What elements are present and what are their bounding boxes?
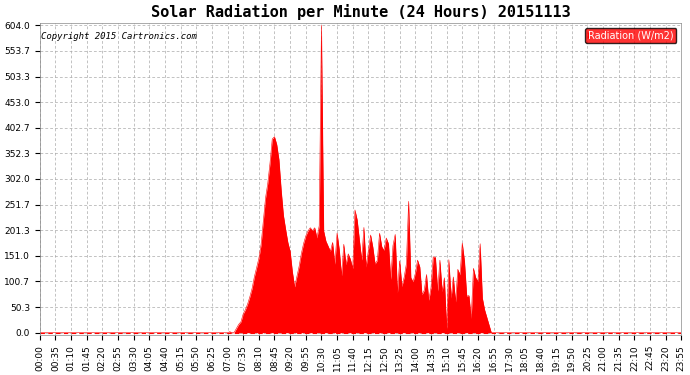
Legend: Radiation (W/m2): Radiation (W/m2) [585,28,676,44]
Title: Solar Radiation per Minute (24 Hours) 20151113: Solar Radiation per Minute (24 Hours) 20… [150,4,571,20]
Text: Copyright 2015 Cartronics.com: Copyright 2015 Cartronics.com [41,32,197,41]
